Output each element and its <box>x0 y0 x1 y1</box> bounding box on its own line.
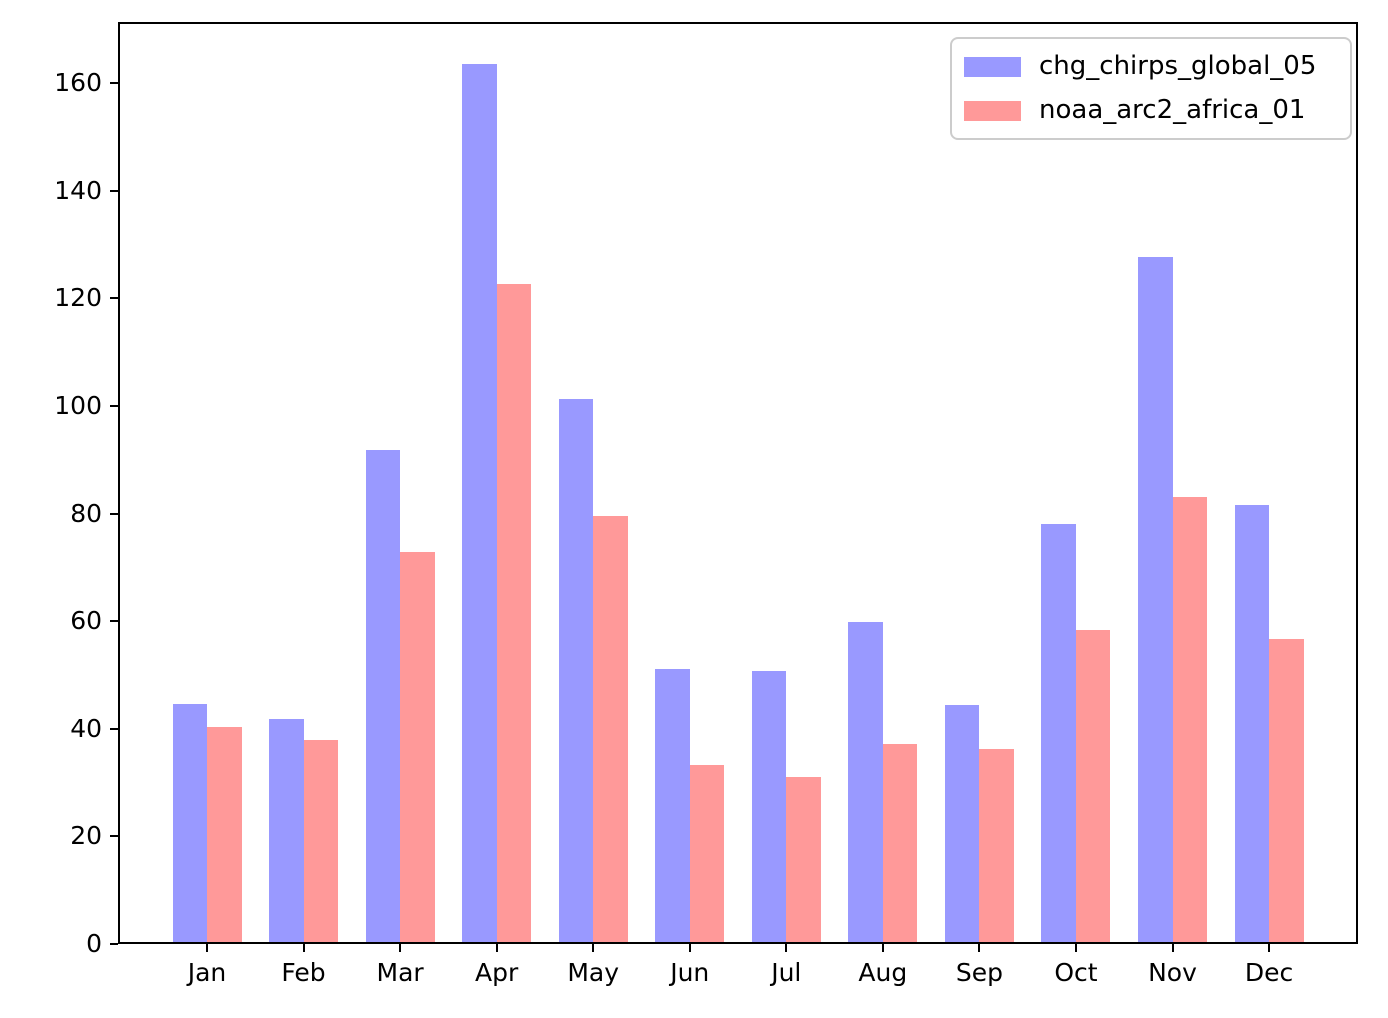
legend-swatch-icon <box>964 56 1021 77</box>
legend-label: noaa_arc2_africa_01 <box>1039 95 1306 125</box>
legend-swatch-icon <box>964 100 1021 121</box>
bar-noaa_arc2_africa_01-jun <box>689 765 725 942</box>
x-tick-nov <box>1171 944 1174 952</box>
y-tick-20 <box>110 835 118 838</box>
y-tick-label-100: 100 <box>54 391 102 421</box>
plot-area: chg_chirps_global_05 noaa_arc2_africa_01 <box>118 22 1358 944</box>
x-tick-label-may: May <box>567 958 620 987</box>
y-tick-label-0: 0 <box>86 929 102 958</box>
bar-noaa_arc2_africa_01-oct <box>1075 629 1111 942</box>
x-tick-dec <box>1268 944 1271 952</box>
bar-chg_chirps_global_05-jul <box>751 671 787 942</box>
y-tick-label-40: 40 <box>70 713 102 743</box>
x-tick-jun <box>688 944 691 952</box>
bar-chg_chirps_global_05-nov <box>1138 257 1173 942</box>
x-tick-label-sep: Sep <box>955 958 1003 987</box>
x-tick-label-feb: Feb <box>281 958 326 987</box>
bar-noaa_arc2_africa_01-sep <box>979 749 1014 942</box>
y-tick-120 <box>110 297 118 300</box>
y-tick-label-60: 60 <box>70 606 102 636</box>
x-tick-feb <box>302 944 305 952</box>
x-tick-label-jul: Jul <box>771 958 802 987</box>
bar-noaa_arc2_africa_01-feb <box>303 740 339 942</box>
bar-noaa_arc2_africa_01-apr <box>496 283 532 942</box>
y-tick-label-80: 80 <box>70 498 102 528</box>
bar-noaa_arc2_africa_01-jul <box>786 776 821 942</box>
bar-chg_chirps_global_05-apr <box>462 63 497 942</box>
y-tick-0 <box>110 943 118 945</box>
y-tick-label-20: 20 <box>70 821 102 851</box>
y-tick-100 <box>110 405 118 408</box>
bar-chg_chirps_global_05-mar <box>365 449 401 942</box>
y-tick-label-160: 160 <box>54 68 102 98</box>
y-tick-80 <box>110 512 118 515</box>
x-tick-mar <box>399 944 402 952</box>
bar-chg_chirps_global_05-jan <box>172 703 207 942</box>
legend: chg_chirps_global_05 noaa_arc2_africa_01 <box>950 37 1352 140</box>
y-tick-140 <box>110 189 118 192</box>
x-tick-label-jun: Jun <box>670 958 710 987</box>
bar-noaa_arc2_africa_01-may <box>593 516 628 942</box>
bar-noaa_arc2_africa_01-dec <box>1269 639 1304 942</box>
legend-row-noaa_arc2_africa_01: noaa_arc2_africa_01 <box>964 95 1332 126</box>
x-tick-label-mar: Mar <box>376 958 424 987</box>
bar-noaa_arc2_africa_01-jan <box>207 727 242 942</box>
bar-noaa_arc2_africa_01-aug <box>882 743 918 942</box>
y-tick-label-140: 140 <box>54 175 102 205</box>
y-tick-40 <box>110 727 118 730</box>
x-tick-label-oct: Oct <box>1054 958 1098 987</box>
x-tick-label-apr: Apr <box>475 958 519 987</box>
x-tick-label-jan: Jan <box>187 958 227 987</box>
y-tick-60 <box>110 620 118 623</box>
x-tick-aug <box>881 944 884 952</box>
legend-row-chg_chirps_global_05: chg_chirps_global_05 <box>964 51 1332 82</box>
y-tick-160 <box>110 82 118 85</box>
bar-chg_chirps_global_05-oct <box>1041 524 1076 942</box>
x-tick-oct <box>1074 944 1077 952</box>
x-tick-label-nov: Nov <box>1148 958 1197 987</box>
y-tick-label-120: 120 <box>54 283 102 313</box>
bar-chg_chirps_global_05-sep <box>944 705 980 942</box>
legend-label: chg_chirps_global_05 <box>1039 51 1317 81</box>
bar-noaa_arc2_africa_01-nov <box>1172 497 1207 942</box>
bar-chg_chirps_global_05-feb <box>269 718 304 942</box>
bar-noaa_arc2_africa_01-mar <box>400 551 435 942</box>
bar-chg_chirps_global_05-dec <box>1234 505 1270 942</box>
x-tick-label-dec: Dec <box>1244 958 1294 987</box>
x-tick-label-aug: Aug <box>858 958 908 987</box>
x-tick-may <box>592 944 595 952</box>
x-tick-jul <box>785 944 788 952</box>
bar-chg_chirps_global_05-aug <box>848 621 883 942</box>
x-tick-apr <box>495 944 498 952</box>
x-tick-jan <box>206 944 208 952</box>
x-tick-sep <box>978 944 981 952</box>
bar-chg_chirps_global_05-may <box>558 398 594 942</box>
bar-chg_chirps_global_05-jun <box>655 669 690 942</box>
